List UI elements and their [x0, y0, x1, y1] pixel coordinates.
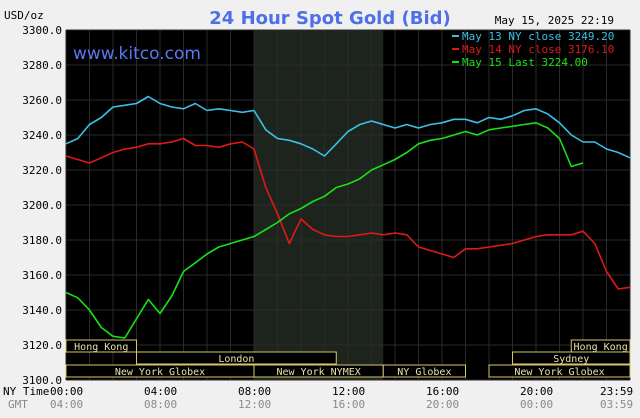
- x-tick-ny: 23:59: [600, 385, 633, 398]
- session-label: New York Globex: [115, 367, 205, 378]
- x-tick-gmt: 00:00: [520, 398, 553, 411]
- series-line-may-13: [65, 95, 631, 159]
- x-tick-gmt: 20:00: [426, 398, 459, 411]
- session-bar: [136, 351, 337, 365]
- x-tick-gmt: 04:00: [50, 398, 83, 411]
- x-tick-ny: 16:00: [426, 385, 459, 398]
- legend-entry: May 14 NY close 3176.10: [462, 43, 614, 56]
- y-tick-label: 3180.0: [22, 234, 62, 247]
- y-tick-label: 3260.0: [22, 94, 62, 107]
- x-axis-ticks: 00:0004:0004:0008:0008:0012:0012:0016:00…: [50, 385, 633, 411]
- session-bar: [488, 364, 631, 378]
- website-watermark: www.kitco.com: [73, 44, 201, 64]
- y-tick-label: 3100.0: [22, 374, 62, 387]
- x-tick-gmt: 12:00: [238, 398, 271, 411]
- x-tick-gmt: 16:00: [332, 398, 365, 411]
- session-label: Hong Kong: [74, 342, 128, 353]
- y-tick-label: 3160.0: [22, 269, 62, 282]
- session-label: New York NYMEX: [276, 367, 360, 378]
- date-stamp: May 15, 2025 22:19: [495, 14, 614, 27]
- x-tick-ny: 08:00: [238, 385, 271, 398]
- session-label: Sydney: [553, 354, 589, 365]
- y-tick-label: 3140.0: [22, 304, 62, 317]
- y-tick-label: 3300.0: [22, 24, 62, 37]
- session-label: New York Globex: [514, 367, 604, 378]
- x-tick-gmt: 03:59: [600, 398, 633, 411]
- x-tick-ny: 04:00: [144, 385, 177, 398]
- series-line-may-15: [65, 122, 584, 339]
- y-tick-label: 3220.0: [22, 164, 62, 177]
- trading-sessions: Hong Kong London New York Globex New York N…: [65, 339, 631, 378]
- gmt-row-label: GMT: [8, 398, 28, 411]
- y-unit-label: USD/oz: [4, 9, 44, 22]
- y-axis-ticks: 3300.0 3280.0 3260.0 3240.0 3220.0 3200.0 3180…: [22, 24, 62, 387]
- session-label: London: [218, 354, 254, 365]
- x-tick-ny: 20:00: [520, 385, 553, 398]
- y-tick-label: 3240.0: [22, 129, 62, 142]
- y-tick-label: 3120.0: [22, 339, 62, 352]
- session-bar: [65, 339, 137, 353]
- ny-time-row-label: NY Time: [3, 385, 49, 398]
- x-tick-ny: 12:00: [332, 385, 365, 398]
- x-tick-gmt: 08:00: [144, 398, 177, 411]
- legend-entry: May 13 NY close 3249.20: [462, 30, 614, 43]
- session-bar: [512, 351, 631, 365]
- legend-entry: May 15 Last 3224.00: [462, 56, 588, 69]
- price-series: [65, 95, 631, 339]
- session-bar: [382, 364, 466, 378]
- grid-lines: [65, 29, 631, 381]
- session-label: NY Globex: [397, 367, 451, 378]
- session-label: Hong Kong: [574, 342, 628, 353]
- series-line-may-14: [65, 137, 631, 290]
- x-tick-ny: 00:00: [50, 385, 83, 398]
- chart-title: 24 Hour Spot Gold (Bid): [209, 8, 450, 29]
- y-tick-label: 3280.0: [22, 59, 62, 72]
- y-tick-label: 3200.0: [22, 199, 62, 212]
